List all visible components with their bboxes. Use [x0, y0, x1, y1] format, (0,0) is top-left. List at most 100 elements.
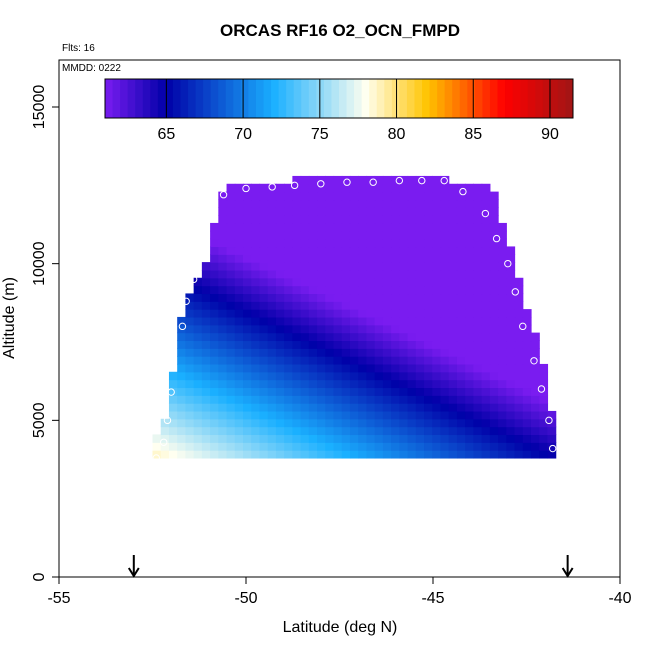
- heatmap-cell: [259, 434, 269, 443]
- heatmap-cell: [415, 199, 425, 208]
- heatmap-cell: [210, 340, 219, 349]
- heatmap-cell: [489, 309, 499, 318]
- heatmap-cell: [424, 356, 433, 365]
- flight-track-points: [152, 176, 557, 462]
- heatmap-cell: [234, 269, 244, 279]
- heatmap-cell: [226, 285, 236, 295]
- heatmap-cell: [201, 387, 211, 396]
- heatmap-cell: [465, 215, 474, 224]
- heatmap-cell: [317, 199, 326, 208]
- heatmap-cell: [210, 309, 219, 318]
- colorbar-segment: [505, 79, 514, 118]
- heatmap-cell: [506, 324, 516, 334]
- heatmap-cell: [473, 207, 483, 216]
- heatmap-cell: [317, 246, 326, 255]
- colorbar-segment: [301, 79, 310, 118]
- heatmap-cell: [506, 387, 516, 396]
- heatmap-cell: [201, 356, 211, 365]
- heatmap-cell: [415, 254, 425, 263]
- heatmap-cell: [218, 230, 228, 240]
- heatmap-cell: [539, 379, 549, 389]
- heatmap-cell: [473, 293, 483, 302]
- heatmap-cell: [415, 418, 425, 428]
- heatmap-cell: [432, 269, 442, 279]
- heatmap-cell: [325, 324, 335, 334]
- heatmap-cell: [522, 410, 532, 420]
- heatmap-cell: [415, 309, 425, 318]
- heatmap-cell: [358, 215, 368, 224]
- heatmap-cell: [308, 442, 318, 451]
- heatmap-cell: [341, 183, 351, 193]
- heatmap-cell: [210, 285, 219, 295]
- heatmap-cell: [481, 277, 491, 287]
- heatmap-cell: [226, 410, 236, 420]
- heatmap-cell: [407, 269, 417, 279]
- heatmap-cell: [267, 301, 277, 310]
- heatmap-cell: [432, 254, 442, 263]
- heatmap-cell: [333, 277, 343, 287]
- heatmap-cell: [424, 363, 433, 373]
- heatmap-cell: [424, 418, 433, 428]
- heatmap-cell: [267, 309, 277, 318]
- heatmap-cell: [374, 403, 384, 412]
- heatmap-cell: [325, 395, 335, 404]
- heatmap-cell: [218, 395, 228, 404]
- heatmap-cell: [300, 418, 310, 428]
- heatmap-cell: [349, 269, 359, 279]
- heatmap-cell: [267, 285, 277, 295]
- heatmap-cell: [349, 450, 359, 459]
- heatmap-cell: [456, 277, 466, 287]
- heatmap-cell: [539, 371, 549, 381]
- colorbar-segment: [112, 79, 121, 118]
- heatmap-cell: [284, 293, 293, 302]
- heatmap-cell: [465, 285, 474, 295]
- heatmap-cell: [358, 183, 368, 193]
- heatmap-cell: [193, 340, 203, 349]
- heatmap-cell: [432, 403, 442, 412]
- heatmap-cell: [382, 450, 392, 459]
- heatmap-cell: [391, 418, 400, 428]
- heatmap-cell: [234, 442, 244, 451]
- heatmap-cell: [481, 332, 491, 342]
- y-tick-label: 5000: [31, 402, 48, 438]
- heatmap-cell: [506, 262, 516, 271]
- heatmap-cell: [530, 387, 540, 396]
- heatmap-cell: [275, 230, 285, 240]
- heatmap-cell: [300, 410, 310, 420]
- colorbar-segment: [172, 79, 181, 118]
- heatmap-cell: [456, 215, 466, 224]
- heatmap-cell: [358, 418, 368, 428]
- heatmap-cell: [333, 316, 343, 326]
- heatmap-cell: [489, 348, 499, 357]
- heatmap-cell: [440, 363, 450, 373]
- heatmap-cell: [415, 403, 425, 412]
- heatmap-cell: [218, 410, 228, 420]
- heatmap-cell: [210, 356, 219, 365]
- heatmap-cell: [349, 316, 359, 326]
- heatmap-cell: [481, 254, 491, 263]
- heatmap-cell: [366, 356, 376, 365]
- heatmap-cell: [382, 301, 392, 310]
- heatmap-cell: [358, 410, 368, 420]
- heatmap-cell: [251, 269, 261, 279]
- heatmap-cell: [489, 277, 499, 287]
- heatmap-cell: [275, 418, 285, 428]
- heatmap-cell: [284, 434, 293, 443]
- heatmap-cell: [382, 316, 392, 326]
- heatmap-cell: [498, 262, 507, 271]
- heatmap-cell: [243, 293, 252, 302]
- heatmap-cell: [300, 348, 310, 357]
- heatmap-cell: [456, 285, 466, 295]
- colorbar-segment: [467, 79, 476, 118]
- heatmap-cell: [292, 340, 302, 349]
- heatmap-cell: [234, 395, 244, 404]
- heatmap-cell: [424, 395, 433, 404]
- heatmap-cell: [201, 348, 211, 357]
- heatmap-cell: [481, 199, 491, 208]
- heatmap-cell: [218, 371, 228, 381]
- heatmap-cell: [267, 442, 277, 451]
- heatmap-cell: [292, 230, 302, 240]
- heatmap-cell: [234, 332, 244, 342]
- heatmap-cell: [284, 277, 293, 287]
- heatmap-cell: [333, 293, 343, 302]
